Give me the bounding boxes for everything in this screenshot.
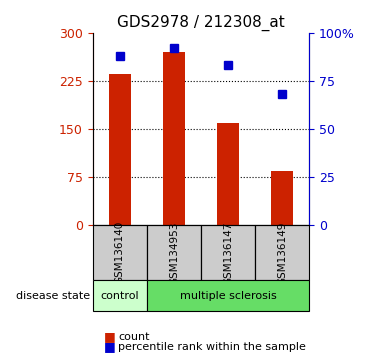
Text: count: count bbox=[118, 332, 150, 342]
Title: GDS2978 / 212308_at: GDS2978 / 212308_at bbox=[117, 15, 285, 31]
Bar bbox=[163, 52, 185, 225]
FancyBboxPatch shape bbox=[147, 225, 201, 280]
FancyBboxPatch shape bbox=[93, 280, 147, 311]
FancyBboxPatch shape bbox=[147, 280, 309, 311]
Text: GSM134953: GSM134953 bbox=[169, 221, 179, 285]
Text: ■: ■ bbox=[104, 341, 115, 353]
Text: multiple sclerosis: multiple sclerosis bbox=[180, 291, 276, 301]
Text: GSM136147: GSM136147 bbox=[223, 221, 233, 285]
Text: ■: ■ bbox=[104, 330, 115, 343]
Text: GSM136140: GSM136140 bbox=[115, 221, 125, 285]
Text: control: control bbox=[101, 291, 139, 301]
Bar bbox=[109, 74, 131, 225]
Bar bbox=[272, 171, 293, 225]
FancyBboxPatch shape bbox=[93, 225, 147, 280]
FancyBboxPatch shape bbox=[201, 225, 255, 280]
Text: GSM136149: GSM136149 bbox=[278, 221, 287, 285]
Bar bbox=[217, 122, 239, 225]
Text: percentile rank within the sample: percentile rank within the sample bbox=[118, 342, 306, 353]
Text: disease state: disease state bbox=[16, 291, 90, 301]
FancyBboxPatch shape bbox=[255, 225, 309, 280]
